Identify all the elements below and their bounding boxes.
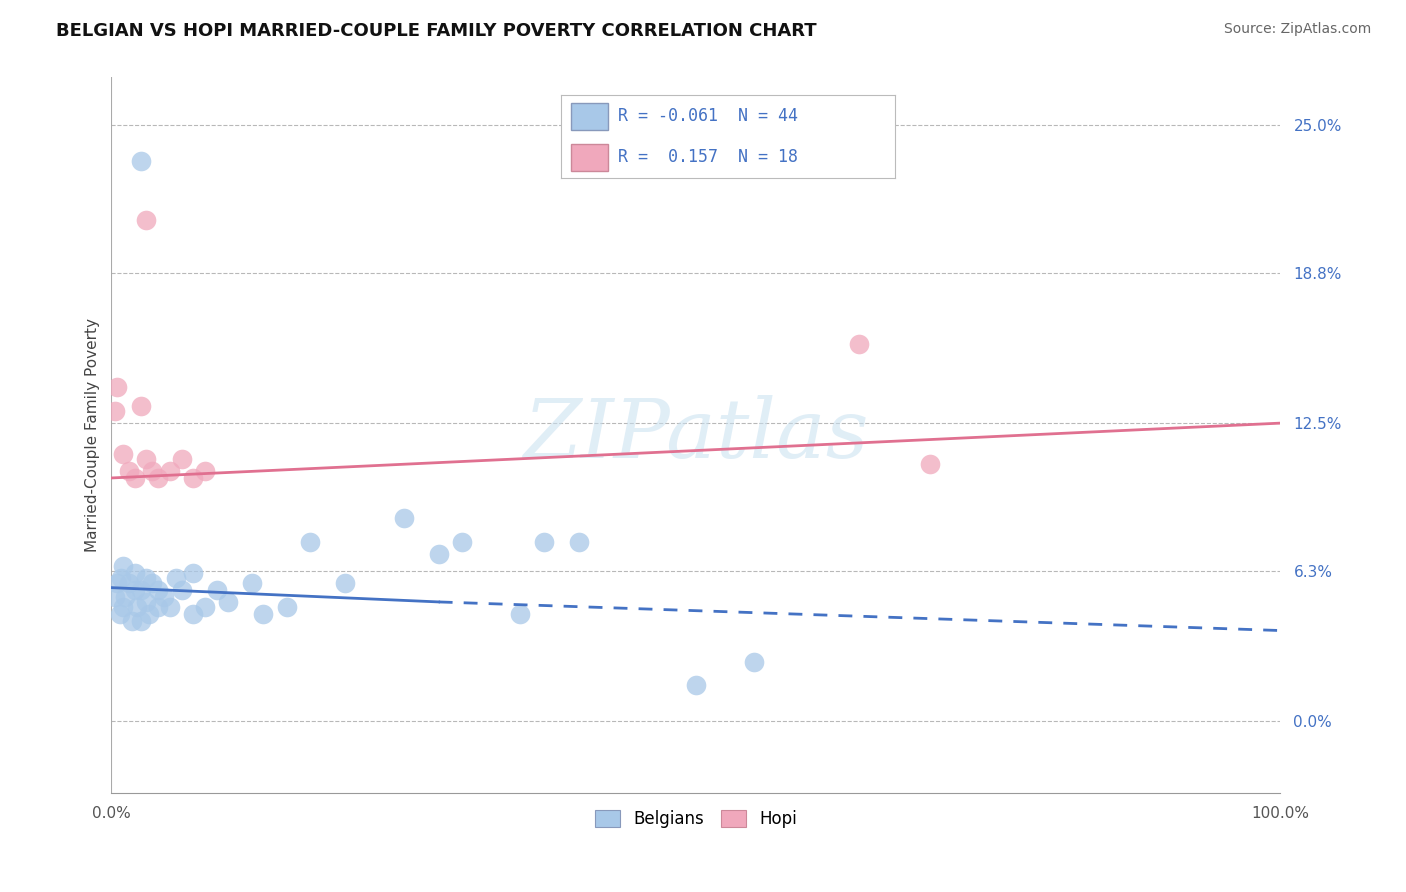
Point	[533, 535, 555, 549]
Point	[509, 607, 531, 621]
Point	[129, 582, 152, 597]
Point	[685, 678, 707, 692]
Point	[112, 599, 135, 614]
Point	[181, 566, 204, 581]
Point	[105, 380, 128, 394]
Point	[129, 153, 152, 168]
Point	[335, 575, 357, 590]
Legend: Belgians, Hopi: Belgians, Hopi	[588, 803, 803, 834]
Point	[392, 511, 415, 525]
Point	[138, 607, 160, 621]
Text: BELGIAN VS HOPI MARRIED-COUPLE FAMILY POVERTY CORRELATION CHART: BELGIAN VS HOPI MARRIED-COUPLE FAMILY PO…	[56, 22, 817, 40]
Point	[135, 213, 157, 227]
Point	[112, 447, 135, 461]
Point	[276, 599, 298, 614]
Point	[124, 471, 146, 485]
Point	[108, 607, 131, 621]
Point	[124, 582, 146, 597]
Point	[451, 535, 474, 549]
Point	[112, 559, 135, 574]
Point	[205, 582, 228, 597]
Point	[104, 590, 127, 604]
Point	[114, 590, 136, 604]
Point	[129, 400, 152, 414]
Point	[848, 337, 870, 351]
Point	[742, 655, 765, 669]
Point	[141, 464, 163, 478]
Point	[135, 451, 157, 466]
Point	[181, 471, 204, 485]
Point	[165, 571, 187, 585]
Point	[129, 614, 152, 628]
Point	[170, 582, 193, 597]
Point	[170, 451, 193, 466]
Point	[141, 575, 163, 590]
Point	[135, 571, 157, 585]
Point	[299, 535, 322, 549]
Y-axis label: Married-Couple Family Poverty: Married-Couple Family Poverty	[86, 318, 100, 552]
Point	[918, 457, 941, 471]
Point	[252, 607, 274, 621]
Point	[194, 464, 217, 478]
Point	[159, 464, 181, 478]
Point	[181, 607, 204, 621]
Point	[159, 599, 181, 614]
Point	[121, 614, 143, 628]
Point	[110, 571, 132, 585]
Point	[135, 595, 157, 609]
Point	[194, 599, 217, 614]
Point	[127, 599, 149, 614]
Point	[146, 599, 169, 614]
Point	[153, 590, 176, 604]
Point	[118, 464, 141, 478]
Text: ZIPatlas: ZIPatlas	[523, 395, 869, 475]
Point	[104, 404, 127, 418]
Point	[146, 471, 169, 485]
Point	[427, 547, 450, 561]
Point	[118, 575, 141, 590]
Point	[217, 595, 239, 609]
Point	[124, 566, 146, 581]
Point	[568, 535, 591, 549]
Point	[240, 575, 263, 590]
Text: Source: ZipAtlas.com: Source: ZipAtlas.com	[1223, 22, 1371, 37]
Point	[146, 582, 169, 597]
Point	[105, 575, 128, 590]
